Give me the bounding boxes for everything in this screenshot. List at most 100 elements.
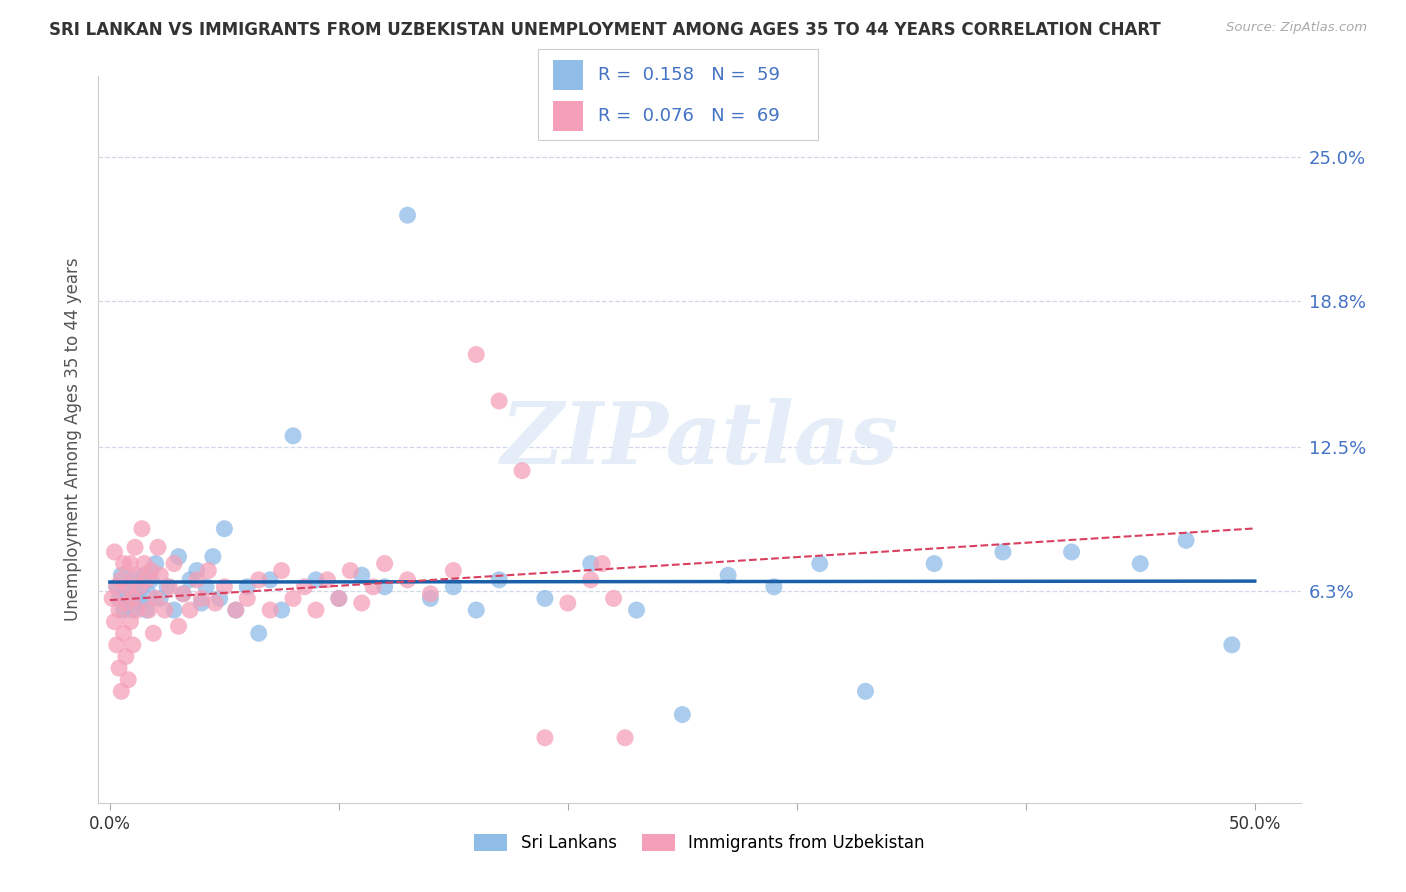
Point	[110, 684, 132, 698]
Point	[602, 591, 624, 606]
Point	[167, 549, 190, 564]
Point	[195, 580, 218, 594]
Point	[103, 615, 125, 629]
Point	[112, 626, 135, 640]
Point	[167, 619, 190, 633]
Point	[270, 564, 292, 578]
Point	[339, 564, 361, 578]
Point	[110, 573, 132, 587]
Point	[134, 568, 156, 582]
Point	[163, 557, 186, 571]
Point	[105, 638, 128, 652]
Point	[488, 394, 510, 409]
Point	[121, 603, 143, 617]
Point	[294, 580, 316, 594]
Point	[117, 580, 139, 594]
Point	[557, 596, 579, 610]
Point	[145, 591, 167, 606]
Point	[305, 603, 328, 617]
Point	[128, 596, 150, 610]
Point	[172, 587, 194, 601]
Point	[361, 580, 384, 594]
Point	[124, 568, 146, 582]
Point	[115, 596, 138, 610]
Point	[105, 580, 128, 594]
Point	[108, 591, 131, 606]
Point	[808, 557, 831, 571]
Point	[138, 587, 160, 601]
Point	[614, 731, 637, 745]
Point	[488, 573, 510, 587]
Point	[281, 591, 304, 606]
Point	[247, 573, 270, 587]
Point	[374, 557, 396, 571]
Point	[117, 596, 139, 610]
Point	[135, 603, 157, 617]
Point	[396, 573, 419, 587]
Point	[510, 464, 533, 478]
Point	[142, 626, 165, 640]
Point	[108, 603, 131, 617]
Point	[465, 347, 488, 361]
Point	[149, 591, 172, 606]
Point	[120, 557, 142, 571]
Point	[115, 591, 138, 606]
Text: SRI LANKAN VS IMMIGRANTS FROM UZBEKISTAN UNEMPLOYMENT AMONG AGES 35 TO 44 YEARS : SRI LANKAN VS IMMIGRANTS FROM UZBEKISTAN…	[49, 21, 1161, 38]
Point	[112, 557, 135, 571]
Point	[172, 587, 194, 601]
Point	[127, 587, 149, 601]
Point	[115, 649, 138, 664]
Point	[128, 580, 150, 594]
Point	[922, 557, 945, 571]
Point	[374, 580, 396, 594]
Point	[105, 580, 128, 594]
Point	[591, 557, 613, 571]
Point	[247, 626, 270, 640]
Point	[991, 545, 1014, 559]
Point	[101, 591, 124, 606]
Point	[534, 591, 557, 606]
Point	[259, 603, 281, 617]
Point	[465, 603, 488, 617]
Text: R =  0.076   N =  69: R = 0.076 N = 69	[598, 107, 779, 125]
Point	[135, 573, 157, 587]
Point	[328, 591, 350, 606]
Point	[149, 568, 172, 582]
Point	[671, 707, 693, 722]
Legend: Sri Lankans, Immigrants from Uzbekistan: Sri Lankans, Immigrants from Uzbekistan	[467, 827, 932, 858]
Point	[1175, 533, 1198, 548]
Point	[197, 564, 219, 578]
Point	[281, 429, 304, 443]
Point	[121, 591, 143, 606]
Point	[190, 596, 212, 610]
Point	[190, 591, 212, 606]
Point	[350, 596, 373, 610]
Point	[396, 208, 419, 222]
Point	[1220, 638, 1243, 652]
Point	[120, 615, 142, 629]
Point	[855, 684, 877, 698]
Point	[626, 603, 648, 617]
Point	[163, 603, 186, 617]
Point	[139, 564, 162, 578]
Point	[156, 580, 179, 594]
Point	[179, 603, 201, 617]
Point	[131, 522, 153, 536]
Point	[214, 580, 236, 594]
Text: ZIPatlas: ZIPatlas	[501, 398, 898, 481]
Point	[186, 564, 208, 578]
Point	[146, 541, 169, 555]
Point	[124, 541, 146, 555]
Point	[108, 661, 131, 675]
Point	[225, 603, 247, 617]
Y-axis label: Unemployment Among Ages 35 to 44 years: Unemployment Among Ages 35 to 44 years	[65, 258, 83, 621]
Point	[120, 580, 142, 594]
Point	[103, 545, 125, 559]
Point	[208, 591, 231, 606]
Point	[579, 573, 602, 587]
Point	[121, 638, 143, 652]
Point	[236, 580, 259, 594]
Point	[236, 591, 259, 606]
Point	[117, 673, 139, 687]
Point	[328, 591, 350, 606]
